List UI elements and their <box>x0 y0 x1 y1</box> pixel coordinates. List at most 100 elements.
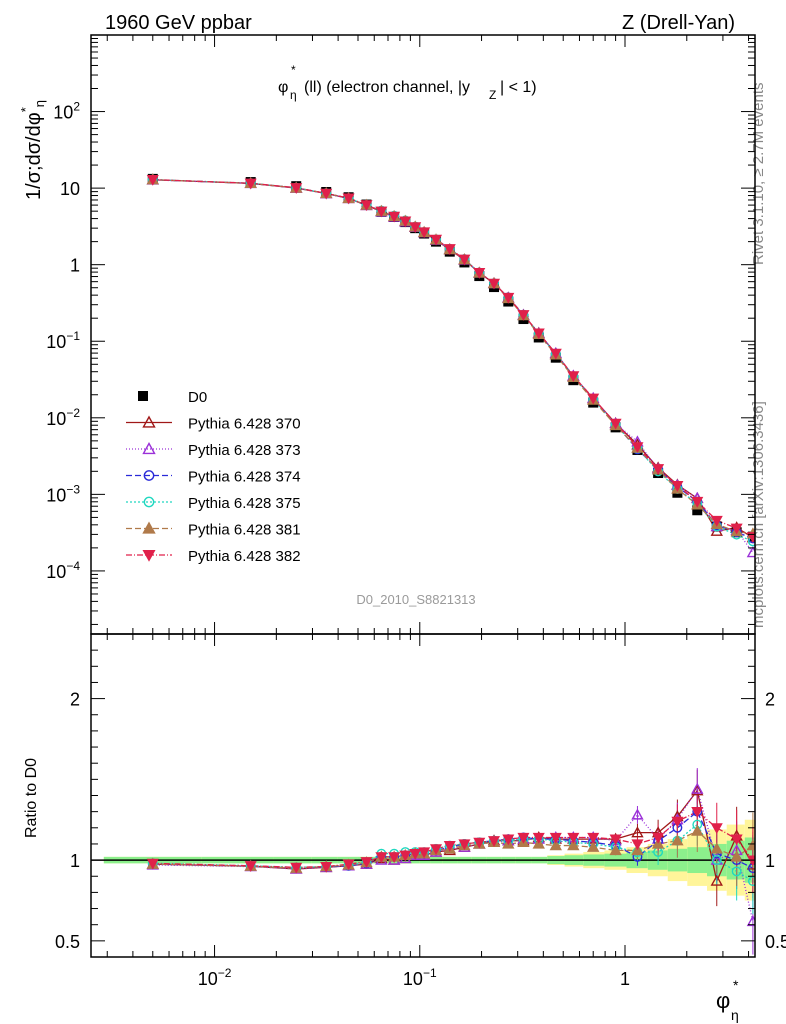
legend-entry: Pythia 6.428 373 <box>126 442 301 459</box>
legend-marker <box>143 470 155 481</box>
legend-entry-data: D0 <box>138 389 207 406</box>
series-point <box>746 532 755 543</box>
series-ratio-point <box>710 823 723 835</box>
x-tick-label: 10−2 <box>198 966 232 989</box>
lower-y-tick-label-right: 1 <box>765 851 775 871</box>
series-point <box>458 254 471 266</box>
lower-y-tick-label-left: 1 <box>70 851 80 871</box>
series-ratio-point <box>691 782 704 794</box>
x-tick-label: 10−1 <box>403 966 437 989</box>
series-ratio-point <box>146 858 159 870</box>
series-point <box>487 278 501 290</box>
series-point <box>691 496 704 508</box>
data-point <box>692 505 703 516</box>
series-point <box>671 480 684 492</box>
series-ratio-point <box>631 808 644 820</box>
series-point <box>342 193 355 205</box>
header-left-title: 1960 GeV ppbar <box>105 12 252 34</box>
series-ratio-point <box>388 852 401 864</box>
series-ratio-point <box>360 857 373 868</box>
series-ratio-point <box>418 847 431 859</box>
series-point <box>532 328 545 340</box>
series-point <box>418 227 431 239</box>
legend-label: Pythia 6.428 374 <box>188 469 301 486</box>
series-point <box>473 267 486 279</box>
upper-frame <box>90 34 756 635</box>
series-ratio-point <box>587 840 600 852</box>
series-ratio-point <box>671 834 684 846</box>
series-ratio-point <box>399 850 412 862</box>
series-point <box>430 234 443 246</box>
series-ratio-point <box>587 832 600 844</box>
legend-entry: Pythia 6.428 382 <box>126 548 301 565</box>
series-ratio-point <box>473 837 486 849</box>
series-ratio-point <box>652 832 665 844</box>
legend-label: Pythia 6.428 375 <box>188 495 301 512</box>
series-point <box>549 348 562 360</box>
lower-y-axis-label: Ratio to D0 <box>23 758 40 838</box>
series-ratio-point <box>710 874 723 886</box>
series-point <box>388 211 401 223</box>
lower-y-tick-label-left: 2 <box>70 690 80 710</box>
series-point <box>360 200 373 212</box>
series-point <box>730 523 743 535</box>
series-ratio-point <box>430 844 443 856</box>
series-point <box>746 546 755 558</box>
lower-frame <box>90 633 756 958</box>
upper-y-tick-label: 1 <box>70 256 80 276</box>
x-tick-label: 1 <box>620 969 630 989</box>
series-ratio-point <box>375 852 388 864</box>
legend-marker-data <box>138 391 148 401</box>
series-ratio-line <box>152 823 754 882</box>
legend-entry: Pythia 6.428 381 <box>126 522 301 539</box>
series-ratio-point <box>320 861 333 873</box>
lower-y-tick-label-right: 0.5 <box>765 932 786 952</box>
series-ratio-point <box>549 839 562 851</box>
legend-label: Pythia 6.428 370 <box>188 416 301 433</box>
series-ratio-point <box>746 915 755 927</box>
legend-marker <box>142 549 156 562</box>
series-ratio-point <box>730 850 743 862</box>
series-ratio-point <box>517 832 530 844</box>
series-point <box>502 292 515 304</box>
series-ratio-point <box>290 862 303 874</box>
legend: D0 Pythia 6.428 370 Pythia 6.428 373 Pythia… <box>126 389 301 565</box>
legend-entry: Pythia 6.428 370 <box>126 416 301 433</box>
series-line <box>152 178 754 542</box>
plot-title: φ* η (ll) (electron channel, |y Z | < 1) <box>278 63 537 102</box>
series-point <box>567 371 580 383</box>
lower-y-tick-label-right: 2 <box>765 690 775 710</box>
series-ratio-point <box>746 839 755 851</box>
series-ratio-point <box>458 839 471 851</box>
series-ratio-point <box>487 836 501 847</box>
upper-y-tick-label: 10−2 <box>46 406 80 429</box>
series-ratio-point <box>409 849 422 860</box>
series-ratio-point <box>609 834 622 846</box>
header-right-title: Z (Drell-Yan) <box>622 12 735 34</box>
legend-entry: Pythia 6.428 375 <box>126 495 301 512</box>
series-ratio-point <box>711 855 722 866</box>
series-point <box>710 515 723 527</box>
series-point <box>399 216 412 228</box>
upper-y-tick-label: 10−4 <box>46 559 80 582</box>
series-point <box>290 183 303 194</box>
series-ratio-point <box>631 839 644 851</box>
series-ratio-point <box>244 861 257 872</box>
legend-entry: Pythia 6.428 374 <box>126 469 301 486</box>
series-ratio-point <box>691 784 704 796</box>
legend-marker <box>143 496 155 508</box>
series-ratio-point <box>567 839 580 851</box>
series-point <box>320 188 333 200</box>
legend-label: Pythia 6.428 373 <box>188 442 301 459</box>
series-point <box>244 178 257 190</box>
legend-label-data: D0 <box>188 389 207 406</box>
legend-label: Pythia 6.428 381 <box>188 522 301 539</box>
series-ratio-point <box>730 834 743 846</box>
series-point <box>146 174 159 186</box>
series-ratio-point <box>532 832 545 844</box>
series-point <box>587 393 600 405</box>
series-ratio-point <box>747 876 755 887</box>
series-ratio-point <box>710 842 723 854</box>
lower-y-tick-label-left: 0.5 <box>55 932 80 952</box>
